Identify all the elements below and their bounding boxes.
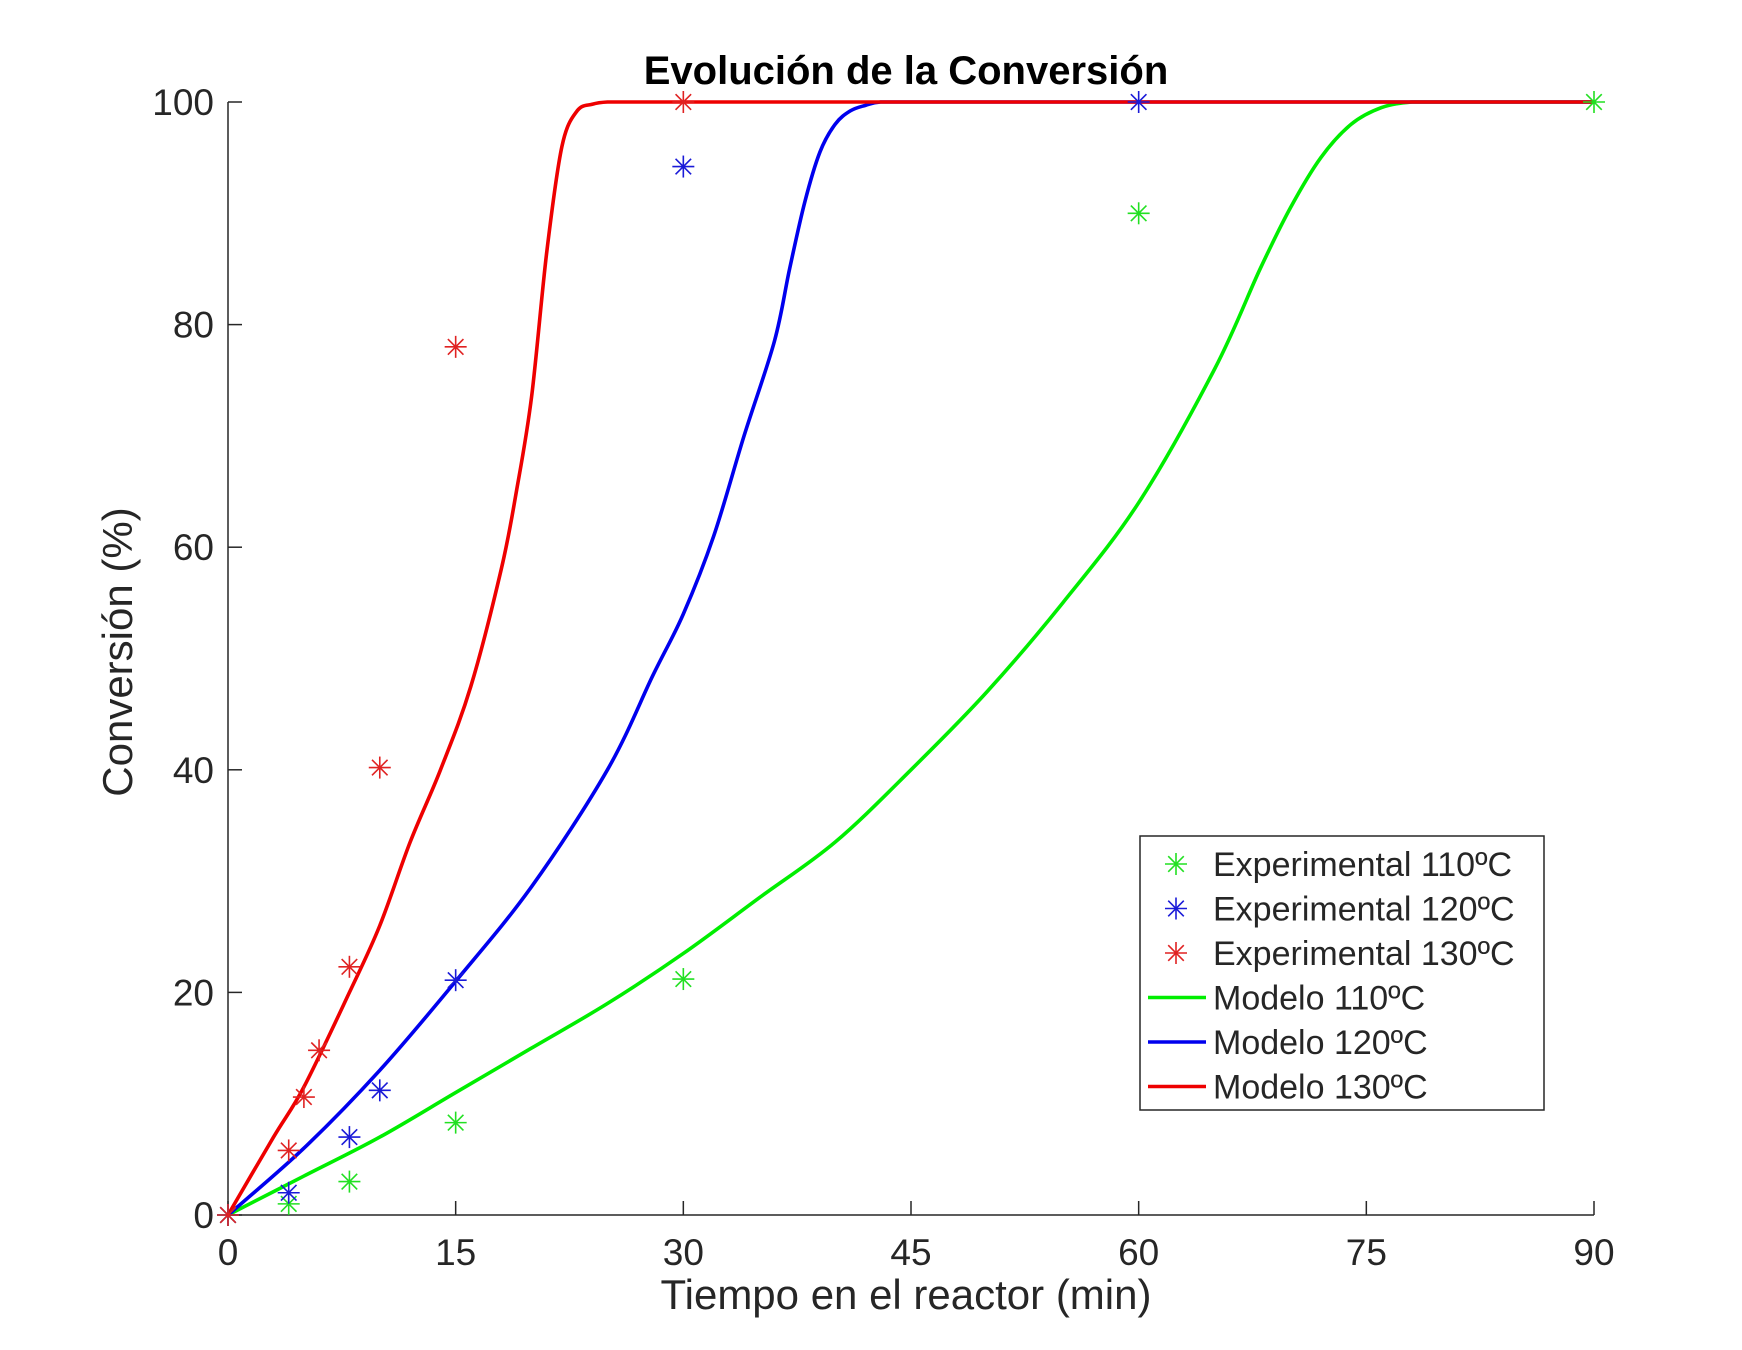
x-tick-label: 75 bbox=[1346, 1232, 1387, 1273]
data-point bbox=[672, 968, 695, 991]
legend-entry-label: Experimental 120ºC bbox=[1213, 891, 1515, 929]
legend-entry-label: Experimental 130ºC bbox=[1213, 935, 1515, 973]
y-tick-label: 100 bbox=[152, 82, 214, 123]
model-line-5 bbox=[226, 100, 1596, 1217]
legend-entry-label: Modelo 130ºC bbox=[1213, 1069, 1428, 1107]
legend-marker bbox=[1165, 942, 1187, 964]
legend-box bbox=[1139, 835, 1545, 1111]
x-tick-label: 90 bbox=[1573, 1232, 1614, 1273]
chart-title: Evolución de la Conversión bbox=[644, 49, 1169, 93]
y-tick-label: 60 bbox=[173, 527, 214, 568]
data-point bbox=[277, 1139, 300, 1162]
legend-marker bbox=[1165, 853, 1187, 875]
x-tick-label: 15 bbox=[435, 1232, 476, 1273]
data-point bbox=[444, 1111, 467, 1134]
legend: Experimental 110ºC Experimental 120ºC Expe… bbox=[1139, 835, 1545, 1111]
model-lines bbox=[226, 100, 1596, 1217]
x-tick-label: 45 bbox=[890, 1232, 931, 1273]
x-tick-label: 0 bbox=[218, 1232, 239, 1273]
model-line-3 bbox=[226, 100, 1596, 1217]
experimental-markers bbox=[217, 91, 1605, 1226]
data-point bbox=[338, 955, 361, 978]
x-tick-label: 60 bbox=[1118, 1232, 1159, 1273]
axes: 0 15 30 45 60 75 90 0 20 40 60 80 100 bbox=[152, 82, 1614, 1273]
x-axis-label: Tiempo en el reactor (min) bbox=[661, 1271, 1152, 1318]
data-point bbox=[292, 1086, 315, 1109]
legend-entry-label: Modelo 110ºC bbox=[1213, 980, 1425, 1018]
y-tick-label: 0 bbox=[193, 1195, 214, 1236]
data-point bbox=[277, 1181, 300, 1204]
data-point bbox=[338, 1170, 361, 1193]
data-point bbox=[368, 756, 391, 779]
data-point bbox=[672, 91, 695, 113]
data-point bbox=[1583, 91, 1605, 113]
data-point bbox=[1127, 202, 1150, 225]
data-point bbox=[444, 335, 467, 358]
y-tick-label: 40 bbox=[173, 750, 214, 791]
x-tick-label: 30 bbox=[663, 1232, 704, 1273]
data-point bbox=[1127, 91, 1150, 113]
data-point bbox=[368, 1079, 391, 1102]
y-tick-label: 20 bbox=[173, 972, 214, 1013]
y-tick-label: 80 bbox=[173, 305, 214, 346]
data-point bbox=[672, 155, 695, 178]
data-point bbox=[444, 969, 467, 992]
y-axis-label: Conversión (%) bbox=[94, 507, 141, 796]
legend-marker bbox=[1165, 897, 1187, 920]
legend-entry-label: Modelo 120ºC bbox=[1213, 1024, 1428, 1062]
data-point bbox=[308, 1039, 331, 1062]
data-point bbox=[338, 1126, 361, 1149]
legend-entry-label: Experimental 110ºC bbox=[1213, 846, 1512, 884]
data-point bbox=[217, 1204, 239, 1226]
